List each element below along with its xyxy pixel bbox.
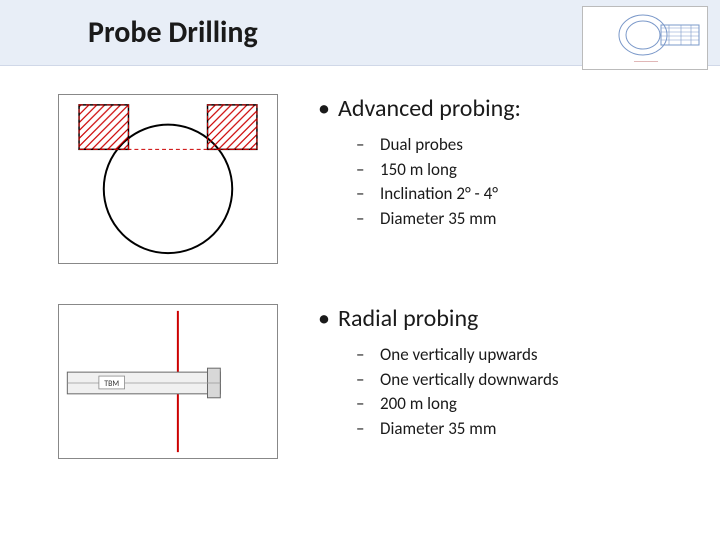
section-advanced: Advanced probing: Dual probes 150 m long…: [0, 94, 720, 264]
list-item: 200 m long: [356, 392, 720, 417]
list-item: Diameter 35 mm: [356, 417, 720, 442]
section-radial: TBM Radial probing One vertically upward…: [0, 304, 720, 459]
diagram-advanced-col: [0, 94, 290, 264]
tbm-label: TBM: [104, 379, 119, 389]
list-advanced: Dual probes 150 m long Inclination 2° - …: [310, 133, 720, 232]
list-item: Diameter 35 mm: [356, 207, 720, 232]
list-item: One vertically upwards: [356, 343, 720, 368]
list-item: Dual probes: [356, 133, 720, 158]
list-item: One vertically downwards: [356, 368, 720, 393]
heading-radial: Radial probing: [310, 304, 720, 333]
svg-text:────────: ────────: [633, 57, 659, 65]
list-item: Inclination 2° - 4°: [356, 182, 720, 207]
logo-image: ────────: [582, 6, 708, 70]
diagram-radial: TBM: [58, 304, 278, 459]
heading-advanced: Advanced probing:: [310, 94, 720, 123]
page-title: Probe Drilling: [88, 14, 258, 51]
list-radial: One vertically upwards One vertically do…: [310, 343, 720, 442]
content-area: Advanced probing: Dual probes 150 m long…: [0, 66, 720, 499]
diagram-advanced: [58, 94, 278, 264]
diagram-radial-col: TBM: [0, 304, 290, 459]
list-item: 150 m long: [356, 158, 720, 183]
text-radial: Radial probing One vertically upwards On…: [290, 304, 720, 442]
text-advanced: Advanced probing: Dual probes 150 m long…: [290, 94, 720, 232]
